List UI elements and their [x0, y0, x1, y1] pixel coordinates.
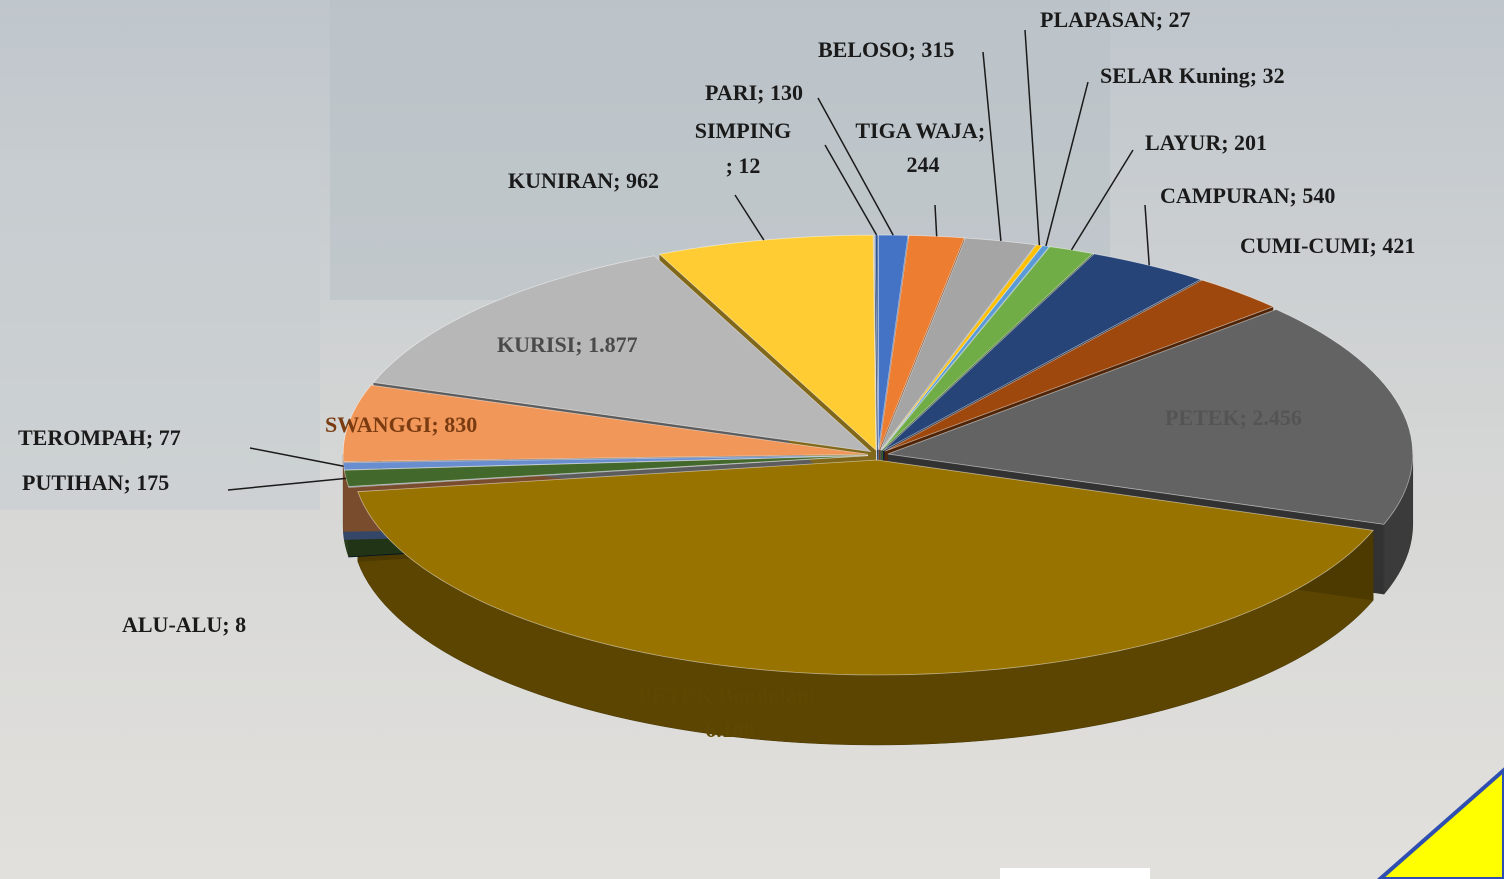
label-value: 244 [907, 152, 940, 177]
label-separator: ; [146, 425, 159, 450]
footer-box [1000, 868, 1150, 879]
label-name: LAYUR [1145, 130, 1222, 155]
label-name: TIGA WAJA [855, 118, 978, 143]
label-separator: ; [757, 80, 770, 105]
label-separator: ; [575, 332, 588, 357]
label-name: SELAR Kuning [1100, 63, 1250, 88]
label-separator: ; [1290, 183, 1303, 208]
label-name: CAMPURAN [1160, 183, 1290, 208]
data-label: CAMPURAN; 540 [1160, 183, 1335, 208]
label-name: PLAPASAN [1040, 7, 1156, 32]
label-value: 201 [1234, 130, 1267, 155]
data-label: ALU-ALU; 8 [122, 612, 246, 637]
label-value: 175 [136, 470, 169, 495]
label-value: 1.877 [588, 332, 638, 357]
label-value: 421 [1382, 233, 1415, 258]
label-value: 962 [626, 168, 659, 193]
label-value: 77 [159, 425, 181, 450]
building [0, 150, 320, 510]
label-name: BELOSO [818, 37, 908, 62]
label-name: PUTIHAN [22, 470, 124, 495]
label-name: KUNIRAN [508, 168, 613, 193]
data-label: LAYUR; 201 [1145, 130, 1267, 155]
label-value: 2.456 [1252, 405, 1302, 430]
label-value: 27 [1169, 7, 1191, 32]
label-name: PETEK [1165, 405, 1240, 430]
data-label: SELAR Kuning; 32 [1100, 63, 1285, 88]
label-value: 6.100 [705, 717, 755, 742]
label-separator: ; [431, 412, 444, 437]
data-label: KURISI; 1.877 [497, 332, 638, 357]
chart: PARI; 130 TIGA WAJA; 244 BELOSO; 315 PLAPAS… [0, 0, 1504, 879]
data-label: PUTIHAN; 175 [22, 470, 169, 495]
data-label: PARI; 130 [705, 80, 803, 105]
label-value: 12 [738, 153, 760, 178]
label-separator: ; [978, 118, 991, 143]
label-value: 540 [1302, 183, 1335, 208]
data-label: TEROMPAH; 77 [18, 425, 181, 450]
label-value: 32 [1263, 63, 1285, 88]
label-separator: ; [1370, 233, 1383, 258]
label-name: SWANGGI [325, 412, 431, 437]
label-name: KURISI [497, 332, 575, 357]
label-separator: ; [809, 683, 822, 708]
label-separator: ; [908, 37, 921, 62]
label-value: 8 [235, 612, 246, 637]
label-name: TEROMPAH [18, 425, 146, 450]
data-label: PLAPASAN; 27 [1040, 7, 1191, 32]
label-name: PARI [705, 80, 757, 105]
label-name: CUMI-CUMI [1240, 233, 1370, 258]
label-separator: ; [1156, 7, 1169, 32]
label-value: 315 [921, 37, 954, 62]
label-value: 130 [770, 80, 803, 105]
label-separator: ; [1240, 405, 1253, 430]
label-separator: ; [1221, 130, 1234, 155]
label-separator: ; [726, 153, 739, 178]
label-separator: ; [222, 612, 235, 637]
label-separator: ; [1250, 63, 1263, 88]
label-name: SIMPING [695, 118, 792, 143]
data-label: SWANGGI; 830 [325, 412, 477, 437]
label-name: PETEK Bondolan [638, 683, 809, 708]
data-label: KUNIRAN; 962 [508, 168, 659, 193]
label-name: ALU-ALU [122, 612, 222, 637]
label-separator: ; [613, 168, 626, 193]
data-label: CUMI-CUMI; 421 [1240, 233, 1415, 258]
label-value: 830 [444, 412, 477, 437]
data-label: BELOSO; 315 [818, 37, 954, 62]
label-separator: ; [123, 470, 136, 495]
data-label: PETEK; 2.456 [1165, 405, 1302, 430]
